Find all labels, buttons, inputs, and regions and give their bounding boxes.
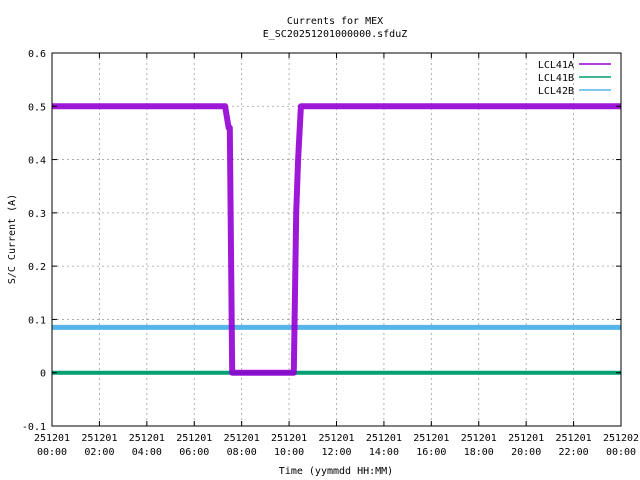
x-tick-label-date: 251201 [461, 433, 497, 444]
legend-label: LCL41A [538, 60, 574, 71]
x-tick-label-time: 00:00 [37, 447, 67, 458]
x-tick-label-date: 251201 [224, 433, 260, 444]
legend: LCL41A LCL41B LCL42B [538, 60, 611, 97]
x-tick-label-time: 18:00 [464, 447, 494, 458]
series-line-lcl41a [52, 103, 621, 376]
series-layer [52, 103, 621, 376]
x-axis-label: Time (yymmdd HH:MM) [279, 466, 393, 477]
x-tick-label-date: 251201 [508, 433, 544, 444]
x-tick-label-date: 251202 [603, 433, 639, 444]
x-tick-label-date: 251201 [81, 433, 117, 444]
y-tick-label: 0.1 [28, 315, 46, 326]
y-axis: -0.1 0 0.1 0.2 0.3 0.4 0.5 0.6 [22, 49, 621, 433]
y-tick-label: 0 [40, 369, 46, 380]
y-tick-label: -0.1 [22, 422, 46, 433]
x-tick-label-time: 10:00 [274, 447, 304, 458]
x-tick-label-date: 251201 [271, 433, 307, 444]
x-tick-label-time: 16:00 [416, 447, 446, 458]
chart-title: Currents for MEX [287, 16, 383, 27]
y-tick-label: 0.5 [28, 102, 46, 113]
x-tick-label-date: 251201 [556, 433, 592, 444]
x-tick-label-time: 02:00 [84, 447, 114, 458]
y-tick-label: 0.4 [28, 156, 46, 167]
x-tick-label-date: 251201 [176, 433, 212, 444]
y-axis-label: S/C Current (A) [7, 194, 18, 284]
x-axis: 251201 00:00 251201 02:00 251201 04:00 251201 0… [34, 53, 639, 458]
x-tick-label-time: 20:00 [511, 447, 541, 458]
x-tick-label-date: 251201 [413, 433, 449, 444]
x-tick-label-time: 22:00 [559, 447, 589, 458]
x-tick-label-time: 04:00 [132, 447, 162, 458]
grid [52, 53, 621, 426]
x-tick-label-date: 251201 [34, 433, 70, 444]
x-tick-label-date: 251201 [318, 433, 354, 444]
x-tick-label-date: 251201 [129, 433, 165, 444]
x-tick-label-time: 08:00 [227, 447, 257, 458]
y-tick-label: 0.6 [28, 49, 46, 60]
legend-label: LCL41B [538, 73, 574, 84]
x-tick-label-date: 251201 [366, 433, 402, 444]
x-tick-label-time: 00:00 [606, 447, 636, 458]
x-tick-label-time: 06:00 [179, 447, 209, 458]
chart-subtitle: E_SC20251201000000.sfduZ [263, 29, 408, 40]
y-tick-label: 0.3 [28, 209, 46, 220]
x-tick-label-time: 14:00 [369, 447, 399, 458]
x-tick-label-time: 12:00 [321, 447, 351, 458]
legend-label: LCL42B [538, 86, 574, 97]
y-tick-label: 0.2 [28, 262, 46, 273]
